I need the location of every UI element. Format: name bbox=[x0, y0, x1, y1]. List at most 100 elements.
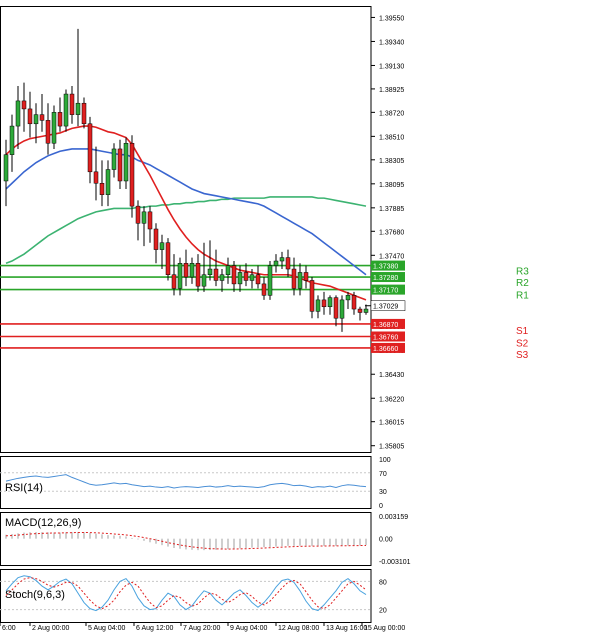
candle-body bbox=[183, 263, 189, 278]
rsi-tick-label: 30 bbox=[379, 489, 387, 496]
level-tag-s2: 1.36760 bbox=[373, 334, 398, 341]
level-tag-s1: 1.36870 bbox=[373, 322, 398, 329]
candle-body bbox=[303, 272, 309, 281]
price-tick-label: 1.37885 bbox=[379, 206, 404, 213]
macd-tick-label: -0.003101 bbox=[379, 559, 411, 566]
rsi-tick-label: 100 bbox=[379, 457, 391, 464]
ma-mid-line bbox=[5, 148, 367, 276]
candle-body bbox=[291, 268, 297, 289]
level-tag-r2: 1.37280 bbox=[373, 275, 398, 282]
current-price-box bbox=[370, 300, 406, 311]
stoch-signal-line bbox=[5, 577, 367, 610]
stoch-tick-label: 80 bbox=[379, 579, 387, 586]
candle-body bbox=[195, 263, 201, 287]
level-label-s1: S1 bbox=[516, 326, 529, 337]
time-tick-label: 6 Aug 12:00 bbox=[136, 625, 173, 632]
candle-body bbox=[21, 100, 27, 110]
candle-body bbox=[273, 260, 279, 266]
level-tag-r3: 1.37380 bbox=[373, 264, 398, 271]
candle-body bbox=[219, 274, 225, 281]
candle-body bbox=[117, 148, 123, 182]
price-tick-label: 1.36015 bbox=[379, 420, 404, 427]
price-tick-label: 1.35805 bbox=[379, 444, 404, 451]
candle-body bbox=[51, 112, 57, 144]
candle-body bbox=[93, 171, 99, 184]
candle-body bbox=[345, 295, 351, 301]
price-tick-label: 1.37470 bbox=[379, 253, 404, 260]
candle-body bbox=[351, 295, 357, 310]
candle-body bbox=[255, 274, 261, 285]
candle-body bbox=[177, 263, 183, 289]
time-tick-label: 7 Aug 20:00 bbox=[183, 625, 220, 632]
rsi-tick-label: 70 bbox=[379, 471, 387, 478]
candle-body bbox=[63, 93, 69, 127]
candle-body bbox=[267, 265, 273, 296]
pane-frame-main bbox=[0, 6, 372, 453]
pane-frame-stoch bbox=[0, 569, 372, 623]
candle-body bbox=[249, 274, 255, 281]
stoch-tick-label: 20 bbox=[379, 608, 387, 615]
candle-body bbox=[231, 265, 237, 285]
candle-body bbox=[9, 125, 15, 155]
pane-frame-macd bbox=[0, 512, 372, 566]
candle-body bbox=[81, 102, 87, 125]
price-tick-label: 1.36430 bbox=[379, 372, 404, 379]
rsi-line bbox=[5, 474, 367, 489]
candle-body bbox=[285, 257, 291, 270]
candle-body bbox=[189, 263, 195, 278]
macd-tick-label: 0.003159 bbox=[379, 514, 408, 521]
level-tag-bg-r3 bbox=[371, 260, 405, 271]
rsi-tick-label: 0 bbox=[379, 503, 383, 510]
candle-body bbox=[33, 114, 39, 125]
level-label-s3: S3 bbox=[516, 350, 529, 361]
candle-body bbox=[69, 93, 75, 115]
time-tick-label: 5 Aug 04:00 bbox=[88, 625, 125, 632]
time-tick-label: 12 Aug 08:00 bbox=[278, 625, 319, 632]
candle-body bbox=[309, 280, 315, 312]
level-tag-bg-s1 bbox=[371, 318, 405, 329]
candle-body bbox=[141, 211, 147, 224]
level-tag-r1: 1.37170 bbox=[373, 288, 398, 295]
time-tick-label: 6:00 bbox=[2, 625, 16, 632]
candle-body bbox=[123, 142, 129, 182]
candle-body bbox=[225, 265, 231, 275]
level-tag-s3: 1.36660 bbox=[373, 346, 398, 353]
candle-body bbox=[243, 272, 249, 281]
candle-body bbox=[99, 183, 105, 195]
candle-body bbox=[153, 228, 159, 250]
current-price-tag: 1.37029 bbox=[373, 304, 398, 311]
candle-body bbox=[339, 299, 345, 319]
stoch-main-line bbox=[5, 575, 367, 612]
candle-body bbox=[165, 242, 171, 275]
macd-signal-line bbox=[5, 531, 367, 550]
stoch-title: Stoch(9,6,3) bbox=[5, 589, 65, 601]
candle-body bbox=[111, 148, 117, 170]
candle-body bbox=[15, 100, 21, 127]
level-label-r3: R3 bbox=[516, 267, 529, 278]
candle-body bbox=[57, 112, 63, 127]
level-label-s2: S2 bbox=[516, 338, 529, 349]
candle-body bbox=[105, 169, 111, 195]
price-tick-label: 1.38925 bbox=[379, 87, 404, 94]
price-tick-label: 1.39340 bbox=[379, 39, 404, 46]
level-tag-bg-r2 bbox=[371, 272, 405, 283]
candle-body bbox=[201, 274, 207, 287]
price-tick-label: 1.39550 bbox=[379, 15, 404, 22]
candle-body bbox=[207, 268, 213, 275]
time-tick-label: 15 Aug 00:00 bbox=[364, 625, 405, 632]
candle-body bbox=[129, 142, 135, 207]
candle-body bbox=[27, 108, 33, 125]
candle-body bbox=[261, 283, 267, 296]
candle-body bbox=[279, 257, 285, 262]
price-tick-label: 1.36220 bbox=[379, 396, 404, 403]
price-tick-label: 1.37680 bbox=[379, 229, 404, 236]
candle-body bbox=[213, 268, 219, 281]
price-tick-label: 1.38095 bbox=[379, 182, 404, 189]
candle-body bbox=[363, 308, 369, 313]
candle-body bbox=[3, 154, 9, 182]
candle-body bbox=[147, 211, 153, 230]
candle-body bbox=[357, 308, 363, 313]
time-tick-label: 2 Aug 00:00 bbox=[32, 625, 69, 632]
rsi-title: RSI(14) bbox=[5, 482, 43, 494]
price-tick-label: 1.38510 bbox=[379, 134, 404, 141]
